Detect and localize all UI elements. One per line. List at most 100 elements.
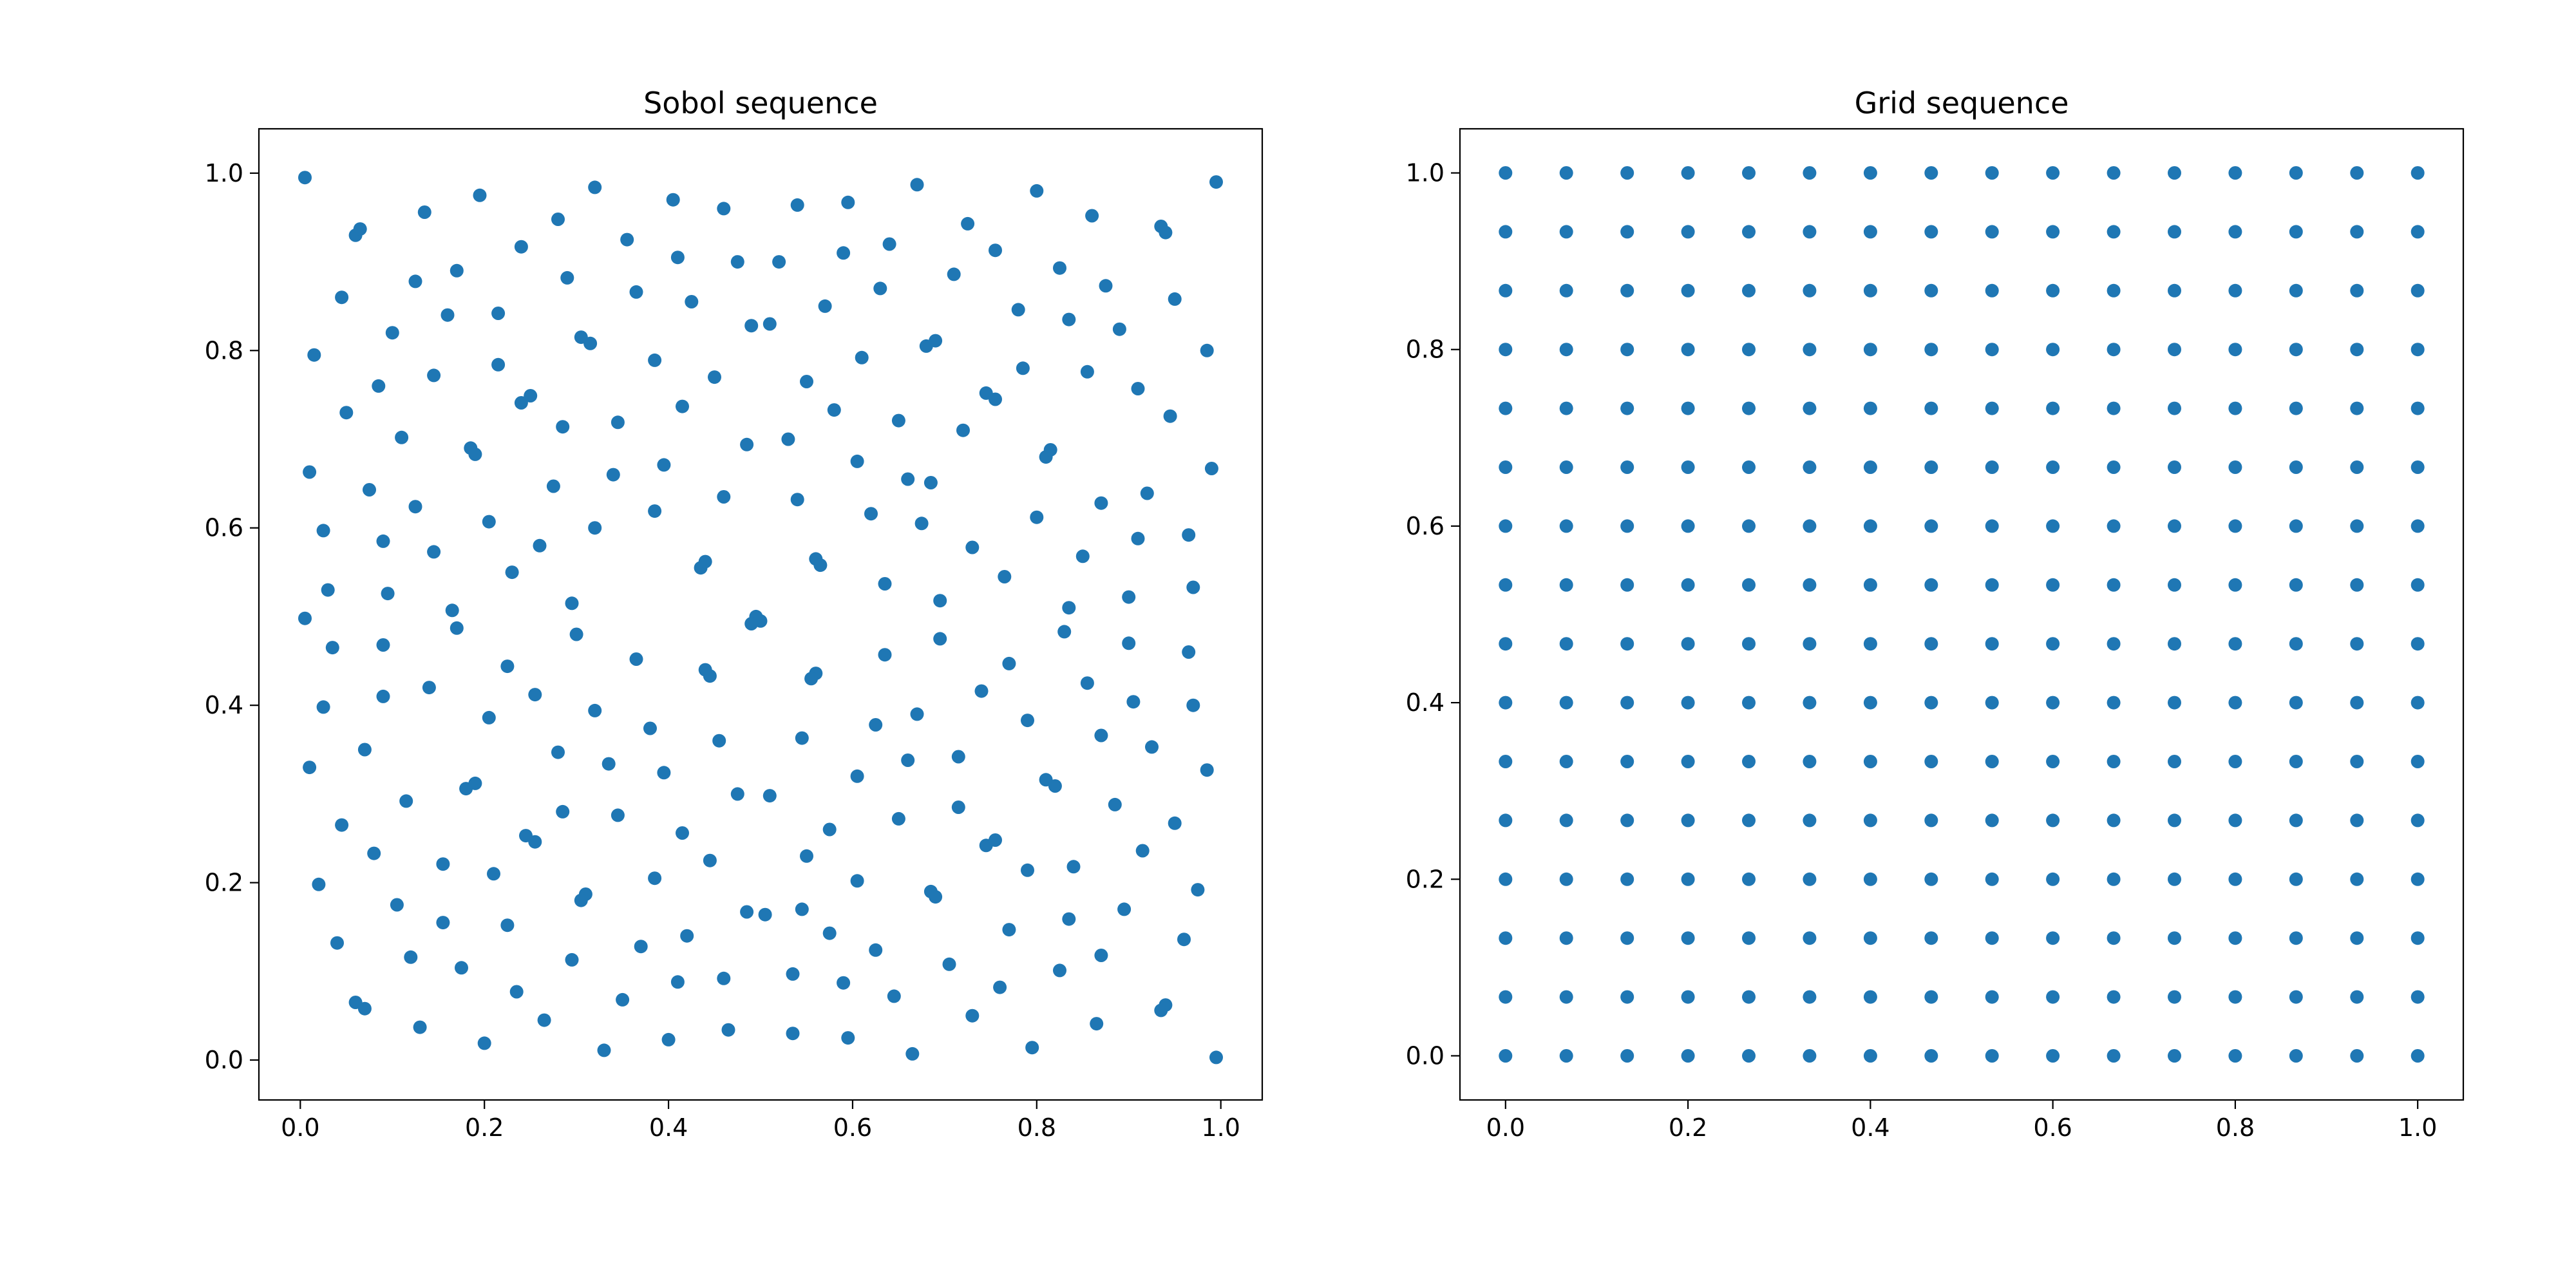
grid-point <box>1803 519 1817 533</box>
grid-y-tick-label: 1.0 <box>1406 159 1444 187</box>
grid-point <box>2168 283 2181 298</box>
sobol-point <box>891 811 905 826</box>
sobol-point <box>1135 844 1150 858</box>
grid-point <box>1620 931 1634 945</box>
grid-point <box>1863 578 1877 592</box>
sobol-point <box>1080 365 1094 379</box>
sobol-x-tick-label: 0.2 <box>465 1113 504 1142</box>
grid-point <box>1620 578 1634 592</box>
grid-point <box>1620 166 1634 180</box>
grid-point <box>1924 931 1938 945</box>
sobol-point <box>951 800 965 814</box>
sobol-point <box>372 379 386 393</box>
sobol-point <box>500 659 515 674</box>
grid-point <box>1985 225 1999 239</box>
grid-point <box>1863 755 1877 768</box>
grid-point <box>1924 755 1938 768</box>
sobol-point <box>408 274 422 289</box>
grid-point <box>2350 401 2364 415</box>
sobol-point <box>1200 763 1214 777</box>
grid-point <box>1924 1049 1938 1063</box>
sobol-point <box>583 336 598 350</box>
grid-point <box>2289 401 2303 415</box>
sobol-point <box>1108 797 1122 811</box>
sobol-point <box>1025 1041 1039 1055</box>
sobol-axis-ticks: 0.0 0.2 0.4 0.6 0.8 1.0 0.0 0.2 0.4 0.6 0.8 1.0 <box>205 159 1240 1142</box>
grid-point <box>2350 343 2364 357</box>
sobol-point <box>1048 779 1062 793</box>
sobol-point <box>685 295 699 308</box>
sobol-point <box>1112 322 1126 336</box>
grid-point <box>1620 1049 1634 1063</box>
grid-point <box>2228 578 2242 592</box>
grid-point <box>1985 343 1999 357</box>
sobol-point <box>1030 510 1044 524</box>
sobol-point <box>965 540 980 554</box>
sobol-point <box>1145 740 1159 754</box>
grid-point <box>2289 460 2303 474</box>
grid-chart-title: Grid sequence <box>1855 86 2069 120</box>
sobol-point <box>1117 902 1132 916</box>
grid-point <box>1559 755 1573 768</box>
sobol-point <box>376 689 390 703</box>
sobol-point <box>505 565 519 580</box>
grid-point <box>1499 460 1513 474</box>
grid-point <box>1499 343 1513 357</box>
sobol-y-tick-label: 0.4 <box>205 691 243 719</box>
sobol-point <box>1075 549 1090 564</box>
sobol-point <box>744 319 759 333</box>
sobol-point <box>404 950 418 964</box>
sobol-point <box>1002 923 1016 937</box>
sobol-point <box>611 415 625 430</box>
sobol-point <box>910 707 924 721</box>
grid-y-tick-label: 0.8 <box>1406 336 1444 364</box>
grid-point <box>2168 872 2181 886</box>
grid-point <box>2410 696 2425 710</box>
grid-point <box>1985 166 1999 180</box>
sobol-point <box>989 392 1002 406</box>
sobol-point <box>947 267 961 281</box>
sobol-point <box>473 188 487 202</box>
grid-x-tick-label: 0.8 <box>2216 1113 2255 1142</box>
grid-point <box>2168 813 2181 828</box>
grid-point <box>1620 283 1634 298</box>
sobol-point <box>1140 486 1154 500</box>
sobol-y-tick-label: 0.2 <box>205 869 243 897</box>
grid-point <box>1559 519 1573 533</box>
sobol-point <box>381 587 395 601</box>
sobol-point <box>837 246 851 260</box>
grid-point <box>2046 990 2060 1004</box>
grid-point <box>2350 637 2364 651</box>
sobol-point <box>730 787 744 801</box>
grid-point <box>1985 283 1999 298</box>
grid-point <box>2410 872 2425 886</box>
grid-point <box>2168 931 2181 945</box>
grid-point <box>2289 696 2303 710</box>
grid-point <box>2228 166 2242 180</box>
sobol-point <box>887 989 901 1003</box>
grid-point <box>2228 931 2242 945</box>
grid-point <box>1620 401 1634 415</box>
sobol-point <box>357 743 372 757</box>
grid-point <box>1620 225 1634 239</box>
grid-point <box>2107 283 2121 298</box>
sobol-point <box>413 1020 427 1034</box>
grid-point <box>2289 755 2303 768</box>
sobol-point <box>376 638 390 652</box>
grid-point <box>2410 283 2425 298</box>
sobol-point <box>781 432 795 446</box>
sobol-point <box>827 403 841 417</box>
sobol-point <box>353 222 367 236</box>
grid-point <box>1863 283 1877 298</box>
grid-point <box>1985 460 1999 474</box>
grid-point <box>1924 460 1938 474</box>
sobol-point <box>762 317 777 331</box>
sobol-point <box>961 216 975 231</box>
grid-point <box>1863 813 1877 828</box>
sobol-point <box>560 270 574 285</box>
sobol-point <box>427 545 441 559</box>
sobol-point <box>670 251 685 265</box>
sobol-point <box>1066 860 1081 874</box>
sobol-point <box>708 370 721 384</box>
grid-point <box>1924 637 1938 651</box>
